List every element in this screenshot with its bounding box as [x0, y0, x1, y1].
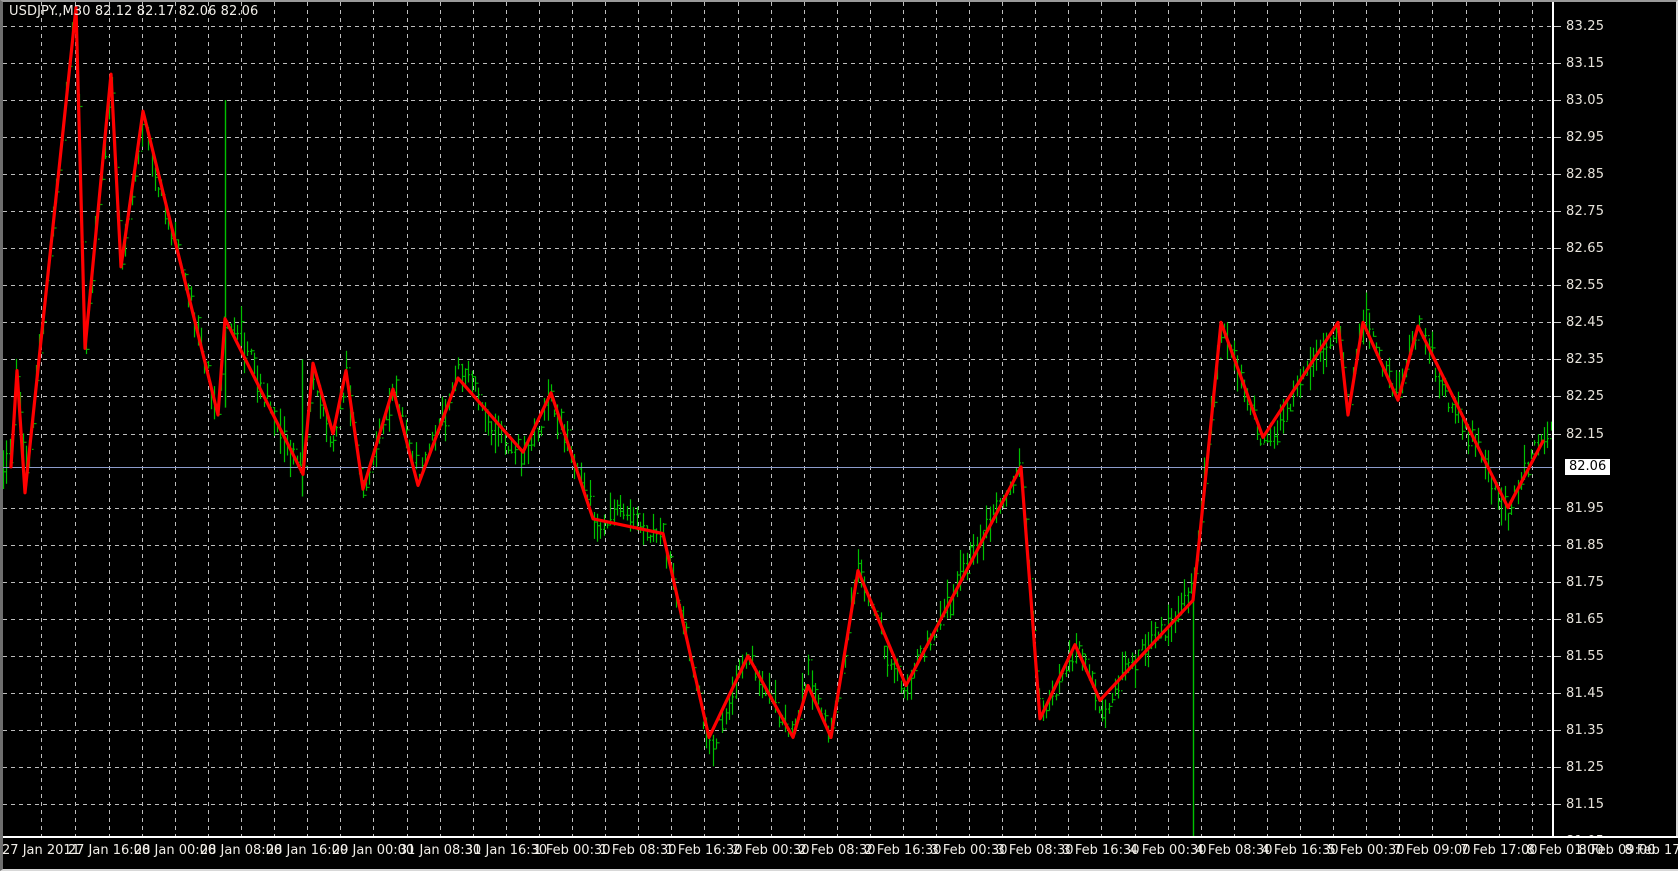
price-axis-tick-mark	[1554, 211, 1561, 212]
time-axis-tick-label: 4 Feb 08:30	[1195, 843, 1273, 858]
time-axis-tick-label: 8 Feb 01:00	[1526, 843, 1604, 858]
price-axis-tick-label: 82.55	[1566, 278, 1605, 293]
price-axis-tick-mark	[1554, 582, 1561, 583]
price-axis-tick-mark	[1554, 619, 1561, 620]
price-axis-tick-label: 81.75	[1566, 575, 1605, 590]
price-axis-tick-mark	[1554, 26, 1561, 27]
price-axis-tick-label: 82.95	[1566, 130, 1605, 145]
price-axis-tick-mark	[1554, 804, 1561, 805]
time-axis-tick-label: 1 Feb 00:30	[533, 843, 611, 858]
price-axis-tick-label: 82.85	[1566, 167, 1605, 182]
price-axis[interactable]: 83.25 83.15 83.05 82.95 82.85 82.75 82.65 82.55…	[1552, 2, 1676, 848]
price-axis-tick-mark	[1554, 434, 1561, 435]
time-axis-tick-label: 2 Feb 08:30	[798, 843, 876, 858]
price-axis-tick-label: 82.25	[1566, 389, 1605, 404]
price-axis-tick-label: 81.55	[1566, 649, 1605, 664]
price-axis-tick-label: 81.15	[1566, 797, 1605, 812]
price-axis-tick-mark	[1554, 693, 1561, 694]
price-axis-tick-label: 82.65	[1566, 241, 1605, 256]
price-axis-tick-label: 81.45	[1566, 686, 1605, 701]
price-axis-tick-mark	[1554, 285, 1561, 286]
price-axis-tick-mark	[1554, 137, 1561, 138]
price-axis-tick-mark	[1554, 63, 1561, 64]
time-axis-tick-label: 3 Feb 00:30	[930, 843, 1008, 858]
price-axis-tick-label: 83.25	[1566, 19, 1605, 34]
chart-header-label: USDJPY.,M30 82.12 82.17 82.06 82.06	[9, 4, 259, 19]
time-axis[interactable]: 27 Jan 2011 27 Jan 16:00 28 Jan 00:00 28 Ja…	[2, 836, 1678, 869]
time-axis-tick-label: 3 Feb 08:30	[996, 843, 1074, 858]
price-axis-tick-label: 81.35	[1566, 723, 1605, 738]
price-axis-tick-label: 82.15	[1566, 427, 1605, 442]
price-axis-tick-mark	[1554, 248, 1561, 249]
price-axis-tick-mark	[1554, 545, 1561, 546]
time-axis-tick-label: 4 Feb 16:30	[1261, 843, 1339, 858]
chart-canvas	[3, 2, 1555, 838]
time-axis-tick-label: 5 Feb 00:30	[1327, 843, 1405, 858]
price-axis-tick-mark	[1554, 100, 1561, 101]
price-axis-tick-mark	[1554, 767, 1561, 768]
time-axis-tick-label: 2 Feb 16:30	[864, 843, 942, 858]
time-axis-tick-label: 1 Feb 16:30	[665, 843, 743, 858]
time-axis-tick-label: 4 Feb 00:30	[1129, 843, 1207, 858]
price-axis-tick-label: 82.35	[1566, 352, 1605, 367]
price-axis-tick-label: 83.15	[1566, 56, 1605, 71]
current-price-label: 82.06	[1565, 458, 1611, 475]
price-axis-tick-label: 82.75	[1566, 204, 1605, 219]
time-axis-tick-label: 1 Feb 08:30	[599, 843, 677, 858]
time-axis-tick-label: 29 Jan 00:00	[331, 843, 415, 858]
price-axis-tick-mark	[1554, 174, 1561, 175]
price-axis-tick-mark	[1554, 396, 1561, 397]
price-axis-tick-label: 81.65	[1566, 612, 1605, 627]
price-axis-tick-label: 83.05	[1566, 93, 1605, 108]
zigzag-indicator-line	[9, 5, 1545, 740]
price-axis-tick-mark	[1554, 656, 1561, 657]
price-axis-tick-label: 81.25	[1566, 760, 1605, 775]
time-axis-tick-label: 31 Jan 08:30	[398, 843, 482, 858]
time-axis-tick-label: 28 Jan 16:00	[265, 843, 349, 858]
time-axis-tick-label: 3 Feb 16:30	[1062, 843, 1140, 858]
price-axis-tick-label: 82.45	[1566, 315, 1605, 330]
price-axis-tick-label: 81.95	[1566, 501, 1605, 516]
time-axis-tick-label: 2 Feb 00:30	[732, 843, 810, 858]
time-axis-tick-label: 28 Jan 08:00	[199, 843, 283, 858]
chart-plot-area[interactable]	[3, 2, 1555, 838]
time-axis-tick-label: 7 Feb 09:00	[1393, 843, 1471, 858]
time-axis-tick-label: 27 Jan 16:00	[67, 843, 151, 858]
time-axis-tick-label: 31 Jan 16:30	[464, 843, 548, 858]
price-axis-tick-mark	[1554, 508, 1561, 509]
time-axis-tick-label: 7 Feb 17:00	[1460, 843, 1538, 858]
time-axis-tick-label: 28 Jan 00:00	[133, 843, 217, 858]
price-axis-tick-mark	[1554, 730, 1561, 731]
price-axis-tick-mark	[1554, 322, 1561, 323]
price-axis-tick-mark	[1554, 359, 1561, 360]
time-axis-tick-label: 27 Jan 2011	[2, 843, 80, 858]
time-axis-tick-label: 8 Feb 17:00	[1624, 843, 1678, 858]
grid-lines	[3, 2, 1555, 838]
time-axis-tick-label: 8 Feb 09:00	[1578, 843, 1656, 858]
price-axis-tick-label: 81.85	[1566, 538, 1605, 553]
